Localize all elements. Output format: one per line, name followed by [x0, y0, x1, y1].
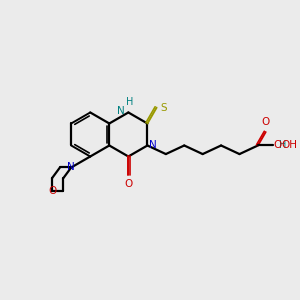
- Text: S: S: [161, 103, 167, 112]
- Text: N: N: [117, 106, 125, 116]
- Text: O: O: [262, 117, 270, 127]
- Text: O: O: [124, 179, 133, 189]
- Text: H: H: [126, 97, 134, 107]
- Text: N: N: [149, 140, 157, 151]
- Text: OH: OH: [281, 140, 297, 151]
- Text: H: H: [279, 140, 286, 151]
- Text: O: O: [48, 186, 56, 196]
- Text: O: O: [273, 140, 282, 151]
- Text: N: N: [67, 163, 75, 172]
